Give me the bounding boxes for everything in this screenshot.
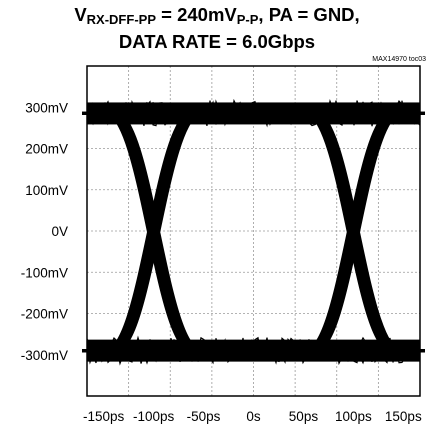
eye-rail-noise [86, 335, 421, 366]
y-tick-label: 0V [51, 224, 68, 239]
chart-title-line1: VRX-DFF-PP = 240mVP-P, PA = GND, [74, 4, 360, 27]
eye-transition-trace [82, 111, 425, 353]
eye-traces [82, 98, 425, 366]
y-tick-label: 100mV [25, 183, 68, 198]
plot-border [86, 65, 421, 397]
x-tick-label: 150ps [385, 409, 422, 424]
x-tick-label: 50ps [289, 409, 319, 424]
x-tick-label: -50ps [187, 409, 221, 424]
plot-frame [86, 65, 421, 397]
eye-rail-noise [86, 336, 421, 366]
y-tick-label: 300mV [25, 100, 68, 115]
y-tick-label: 200mV [25, 142, 68, 157]
chart-subtitle: DATA RATE = 6.0Gbps [118, 31, 316, 52]
y-tick-label: -100mV [21, 265, 68, 280]
x-tick-label: -100ps [133, 409, 175, 424]
figure-id: MAX14970 toc03 [372, 56, 426, 63]
y-axis-ticks: 300mV 200mV 100mV 0V -100mV -200mV -300mV [21, 100, 68, 363]
x-tick-label: 100ps [335, 409, 372, 424]
x-axis-ticks: -150ps -100ps -50ps 0s 50ps 100ps 150ps [83, 409, 422, 424]
eye-rail-noise [86, 98, 421, 127]
x-tick-label: -150ps [83, 409, 125, 424]
y-tick-label: -200mV [21, 307, 68, 322]
x-tick-label: 0s [246, 409, 261, 424]
y-tick-label: -300mV [21, 348, 68, 363]
